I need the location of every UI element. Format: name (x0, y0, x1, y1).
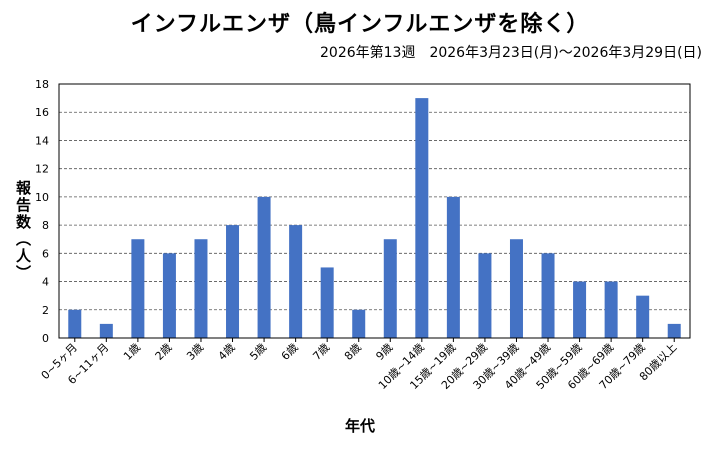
y-tick-label: 10 (35, 191, 49, 204)
bars (68, 98, 681, 338)
y-tick-label: 4 (42, 276, 49, 289)
gridlines (59, 83, 690, 311)
x-tick-label: 3歳 (184, 341, 206, 363)
bar (131, 239, 145, 338)
x-tick-label: 2歳 (153, 341, 175, 363)
x-tick-label: 1歳 (121, 341, 143, 363)
bar (541, 253, 555, 338)
bar (667, 323, 681, 338)
plot-area-border (58, 83, 691, 339)
bar (383, 239, 397, 338)
chart-title: インフルエンザ（鳥インフルエンザを除く） (130, 12, 590, 37)
bar (478, 253, 492, 338)
x-tick-label: 5歳 (247, 341, 269, 363)
bar (636, 295, 650, 338)
x-tick-label: 8歳 (342, 341, 364, 363)
y-tick-label: 12 (35, 163, 49, 176)
bar (604, 281, 618, 338)
bar (68, 309, 82, 338)
bar (289, 225, 303, 338)
bar (509, 239, 523, 338)
y-tick-label: 14 (35, 134, 49, 147)
x-axis-label: 年代 (344, 417, 375, 435)
axes (58, 83, 691, 342)
bar (446, 196, 460, 338)
bar (99, 323, 113, 338)
chart-subtitle: 2026年第13週 2026年3月23日(月)～2026年3月29日(日) (320, 45, 702, 61)
y-tick-label: 0 (42, 332, 49, 345)
bar (257, 196, 271, 338)
bar (162, 253, 176, 338)
y-tick-label: 18 (35, 78, 49, 91)
bar (194, 239, 208, 338)
y-tick-labels: 0 2 4 6 8 10 12 14 16 18 (35, 78, 49, 345)
y-axis-label: 報告数（人） (14, 180, 32, 282)
bar (573, 281, 587, 338)
bar (320, 267, 334, 338)
x-tick-label: 9歳 (373, 341, 395, 363)
bar (226, 225, 240, 338)
y-tick-label: 8 (42, 219, 49, 232)
y-tick-label: 16 (35, 106, 49, 119)
x-tick-label: 4歳 (216, 341, 238, 363)
y-tick-label: 2 (42, 304, 49, 317)
x-tick-label: 6歳 (279, 341, 301, 363)
x-tick-label: 7歳 (310, 341, 332, 363)
bar (415, 98, 429, 338)
y-tick-label: 6 (42, 247, 49, 260)
bar (352, 309, 366, 338)
